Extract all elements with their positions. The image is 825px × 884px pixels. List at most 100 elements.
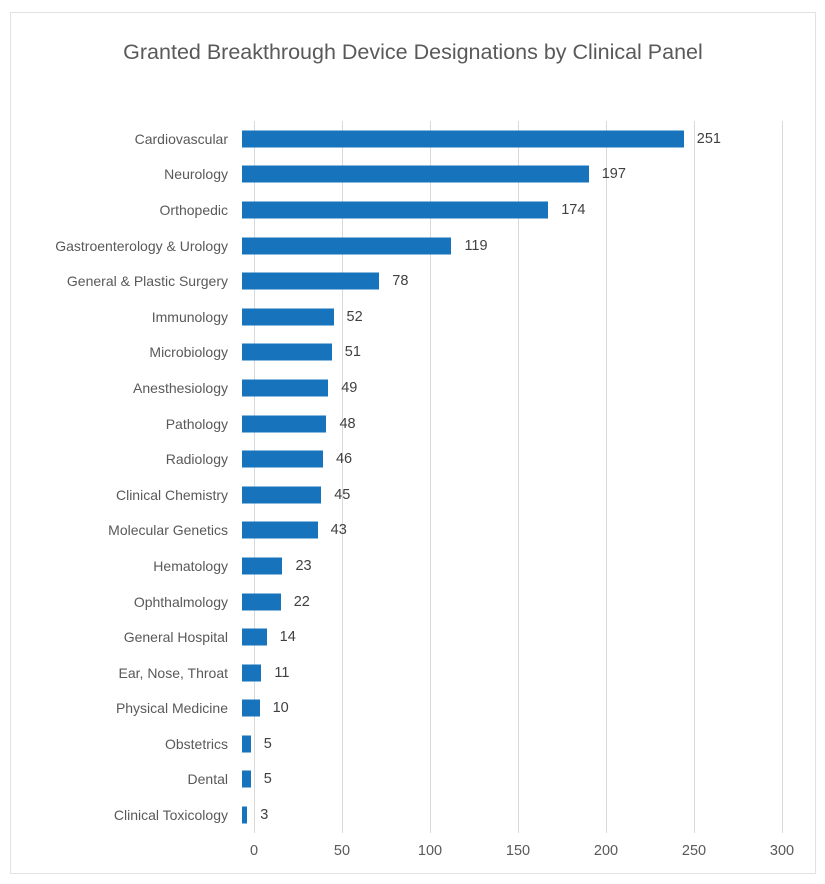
bar-track: 46 [242, 441, 770, 477]
category-label: Gastroenterology & Urology [55, 237, 228, 254]
bar [242, 379, 329, 397]
value-label: 51 [344, 344, 361, 361]
bar-track: 52 [242, 299, 770, 335]
gridline [342, 121, 343, 833]
value-label: 23 [295, 557, 312, 574]
bar-row: Neurology 197 [11, 157, 815, 193]
bar-track: 5 [242, 726, 770, 762]
category-label: General Hospital [123, 629, 228, 646]
category-label: Radiology [165, 451, 228, 468]
bar-track: 174 [242, 192, 770, 228]
bar [242, 557, 283, 575]
category-label: Obstetrics [164, 735, 228, 752]
value-label: 11 [274, 664, 290, 681]
bar-row: Radiology 46 [11, 441, 815, 477]
bar [242, 343, 332, 361]
bar-row: Pathology 48 [11, 406, 815, 442]
gridline [782, 121, 783, 833]
bar-row: Ear, Nose, Throat 11 [11, 655, 815, 691]
value-label: 78 [392, 273, 409, 290]
x-tick-label: 0 [249, 843, 259, 859]
value-label: 14 [279, 629, 296, 646]
gridline [606, 121, 607, 833]
bar-track: 3 [242, 797, 770, 833]
bar-track: 5 [242, 762, 770, 798]
bar-track: 23 [242, 548, 770, 584]
bar-track: 45 [242, 477, 770, 513]
bar-row: Gastroenterology & Urology 119 [11, 228, 815, 264]
bar [242, 237, 452, 255]
x-axis: 0 50 100 150 200 250 300 [250, 843, 794, 863]
bar-row: Cardiovascular 251 [11, 121, 815, 157]
value-label: 174 [561, 201, 586, 218]
bar [242, 130, 684, 148]
value-label: 251 [696, 130, 721, 147]
bar-row: Orthopedic 174 [11, 192, 815, 228]
x-tick-label: 150 [505, 843, 531, 859]
bar-track: 51 [242, 335, 770, 371]
bar-track: 10 [242, 691, 770, 727]
x-tick-label: 50 [333, 843, 351, 859]
bar-track: 49 [242, 370, 770, 406]
bar [242, 272, 380, 290]
bar [242, 201, 549, 219]
bar-track: 48 [242, 406, 770, 442]
bar [242, 165, 589, 183]
bar-track: 14 [242, 619, 770, 655]
category-label: Clinical Toxicology [113, 807, 228, 824]
bar [242, 699, 260, 717]
value-label: 46 [335, 451, 353, 468]
gridline [694, 121, 695, 833]
category-label: Orthopedic [159, 201, 228, 218]
category-label: Molecular Genetics [108, 522, 228, 539]
bar [242, 308, 334, 326]
value-label: 10 [272, 700, 289, 717]
chart-title: Granted Breakthrough Device Designations… [123, 40, 703, 64]
value-label: 5 [263, 735, 272, 752]
category-label: General & Plastic Surgery [66, 273, 228, 290]
category-label: Clinical Chemistry [115, 486, 228, 503]
bar-row: Immunology 52 [11, 299, 815, 335]
bar-track: 119 [242, 228, 770, 264]
category-label: Anesthesiology [133, 379, 228, 396]
x-tick-label: 200 [593, 843, 619, 859]
bar-row: Hematology 23 [11, 548, 815, 584]
category-label: Ear, Nose, Throat [118, 664, 228, 681]
value-label: 22 [293, 593, 310, 610]
category-label: Neurology [164, 166, 228, 183]
value-label: 197 [601, 166, 626, 183]
category-label: Immunology [151, 308, 228, 325]
bar-row: General Hospital 14 [11, 619, 815, 655]
bar-row: Dental 5 [11, 762, 815, 798]
bar [242, 806, 248, 824]
bar-row: Anesthesiology 49 [11, 370, 815, 406]
value-label: 3 [260, 807, 269, 824]
bar [242, 664, 262, 682]
value-label: 48 [339, 415, 356, 432]
category-label: Hematology [153, 557, 228, 574]
gridline [518, 121, 519, 833]
category-label: Microbiology [149, 344, 228, 361]
x-tick-label: 100 [417, 843, 443, 859]
gridline [254, 121, 255, 833]
category-label: Dental [187, 771, 228, 788]
bar-row: Obstetrics 5 [11, 726, 815, 762]
x-tick-label: 300 [769, 843, 795, 859]
x-tick-label: 250 [681, 843, 707, 859]
bar-track: 197 [242, 157, 770, 193]
bar-row: Clinical Chemistry 45 [11, 477, 815, 513]
plot-region: Cardiovascular 251 Neurology 197 Orthopedic 1… [11, 121, 815, 863]
bar-row: Ophthalmology 22 [11, 584, 815, 620]
bar-rows: Cardiovascular 251 Neurology 197 Orthopedic 1… [11, 121, 815, 833]
bar [242, 486, 322, 504]
bar-row: General & Plastic Surgery 78 [11, 263, 815, 299]
category-label: Cardiovascular [134, 130, 228, 147]
bar-track: 11 [242, 655, 770, 691]
bar-track: 22 [242, 584, 770, 620]
bar-row: Clinical Toxicology 3 [11, 797, 815, 833]
value-label: 49 [341, 379, 358, 396]
bar [242, 450, 323, 468]
bar [242, 628, 267, 646]
value-label: 119 [464, 237, 488, 254]
bar [242, 521, 318, 539]
